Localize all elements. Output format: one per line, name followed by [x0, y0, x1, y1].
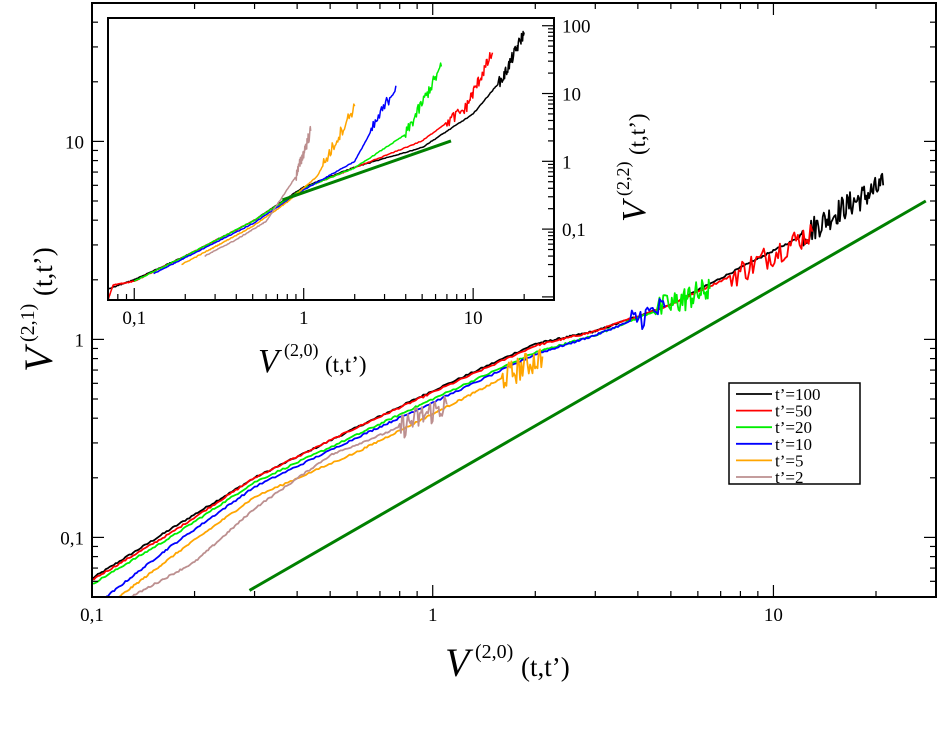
main-y-axis-label: V (2,1) (t,t’): [16, 247, 61, 372]
legend-label: t’=10: [775, 435, 812, 454]
legend-label: t’=100: [775, 385, 820, 404]
main-y-label-superscript: (2,1): [17, 304, 39, 342]
main-y-tick-label: 0,1: [60, 528, 84, 549]
inset-x-tick-label: 10: [464, 308, 483, 329]
inset-y-tick-label: 100: [562, 17, 591, 38]
inset-x-tick-label: 1: [299, 308, 309, 329]
inset-axis-ticks: 0,1 1 10 0,1 1 10 100: [107, 17, 591, 329]
legend-label: t’=50: [775, 402, 812, 421]
main-y-label-args: (t,t’): [28, 247, 58, 296]
main-series-line-4: [118, 348, 544, 597]
main-series-group: [92, 172, 927, 597]
main-x-label-args: (t,t’): [521, 652, 570, 682]
inset-series-line-5: [204, 125, 312, 257]
main-y-label-symbol: V: [16, 343, 61, 372]
legend-label: t’=5: [775, 451, 803, 470]
inset-x-label-superscript: (2,0): [284, 340, 319, 361]
main-x-label-superscript: (2,0): [475, 641, 513, 663]
inset-y-tick-label: 10: [562, 85, 581, 106]
main-x-axis-label: V (2,0) (t,t’): [445, 640, 570, 685]
inset-series-line-3: [153, 85, 397, 275]
main-series-line-3: [105, 298, 666, 597]
legend-box: [728, 382, 861, 485]
main-y-tick-label: 10: [65, 132, 84, 153]
inset-background: [108, 18, 554, 300]
inset-x-label-args: (t,t’): [325, 352, 367, 377]
legend-label: t’=2: [775, 468, 803, 487]
inset-x-tick-label: 0,1: [122, 308, 146, 329]
main-axis-ticks: 0,1 1 10 0,1 1 10: [60, 2, 937, 626]
main-x-tick-label: 1: [428, 605, 438, 626]
main-series-line-power-law-guide: [248, 199, 927, 592]
inset-y-tick-label: 0,1: [562, 220, 586, 241]
inset-y-tick-label: 1: [562, 152, 572, 173]
main-x-tick-label: 0,1: [80, 605, 104, 626]
main-series-line-1: [92, 224, 814, 581]
legend-label: t’=20: [775, 418, 812, 437]
main-y-tick-label: 1: [75, 330, 85, 351]
inset-plot-frame: [107, 17, 555, 301]
inset-y-label-args: (t,t’): [625, 113, 650, 155]
main-x-tick-label: 10: [764, 605, 783, 626]
main-plot-frame: [91, 2, 937, 598]
inset-series-group: [108, 30, 525, 300]
main-x-label-symbol: V: [445, 640, 474, 685]
inset-y-label-superscript: (2,2): [613, 162, 634, 197]
inset-series-line-power-law-guide: [282, 139, 452, 202]
main-series-line-5: [130, 395, 448, 597]
